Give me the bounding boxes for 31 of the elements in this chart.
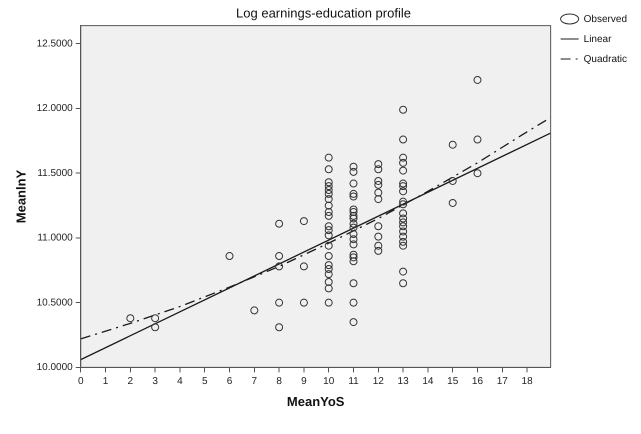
x-tick-label: 1 [102,376,109,388]
x-axis-title: MeanYoS [286,394,345,409]
y-tick-label: 10.0000 [36,362,74,374]
x-tick-label: 11 [348,376,360,388]
x-tick-label: 4 [177,376,184,388]
x-tick-label: 5 [202,376,208,388]
legend-label: Linear [584,34,612,45]
x-tick-label: 15 [447,376,459,388]
x-tick-label: 13 [398,376,410,388]
y-tick-label: 12.0000 [36,103,74,114]
y-axis-title: MeanlnY [13,169,28,224]
x-tick-label: 9 [301,376,308,388]
legend-label: Observed [584,14,628,25]
x-tick-label: 3 [152,376,158,388]
x-tick-label: 8 [276,376,282,388]
x-tick-label: 14 [422,376,434,388]
legend-label: Quadratic [584,54,628,65]
x-tick-label: 10 [323,376,335,388]
y-tick-label: 10.5000 [36,297,74,308]
y-tick-label: 12.5000 [36,38,74,50]
x-tick-label: 18 [522,376,534,388]
x-tick-label: 7 [252,376,258,388]
x-tick-label: 0 [78,376,84,388]
y-tick-label: 11.0000 [37,232,74,244]
chart-title: Log earnings-education profile [236,5,411,20]
x-tick-label: 12 [372,376,384,388]
x-tick-label: 6 [226,376,233,388]
y-tick-label: 11.5000 [37,168,74,179]
x-tick-label: 16 [472,376,484,388]
x-tick-label: 2 [128,376,134,388]
x-tick-label: 17 [496,376,508,388]
